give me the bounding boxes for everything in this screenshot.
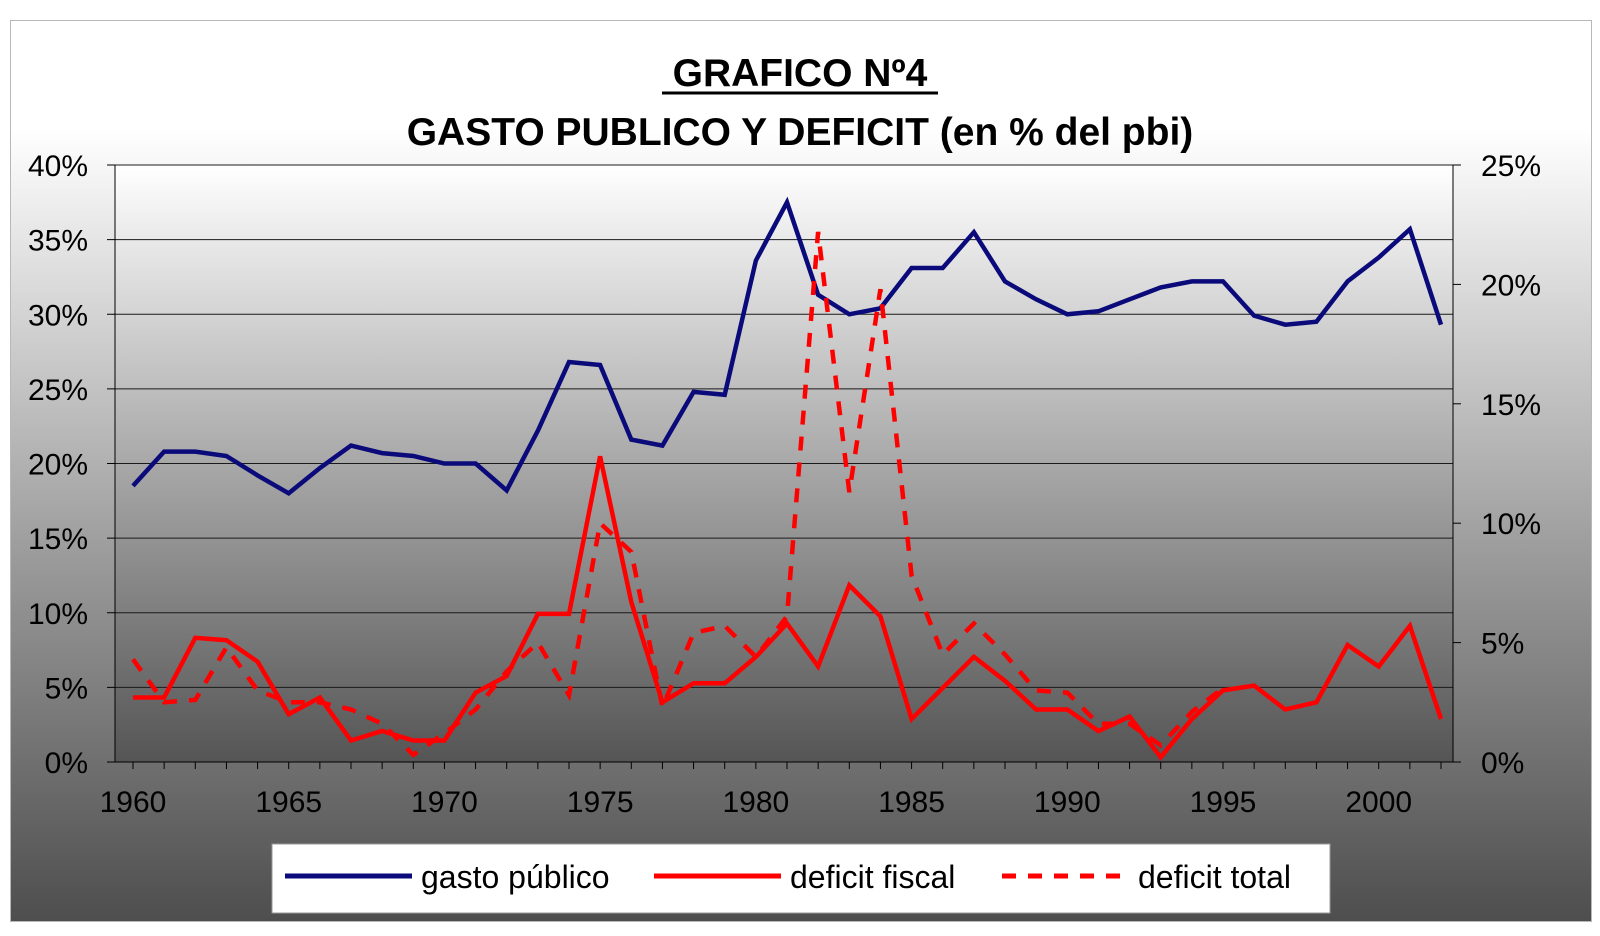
y-left-tick-label: 30% [28, 299, 88, 332]
legend: gasto público deficit fiscal deficit tot… [271, 843, 1331, 914]
y-right-tick-label: 10% [1481, 508, 1541, 541]
x-tick-label: 1985 [878, 786, 945, 819]
series-line-deficit-total [131, 231, 1225, 758]
series-line-gasto-publico [131, 196, 1444, 497]
y-right-tick-label: 15% [1481, 389, 1541, 422]
series-line-deficit-fiscal [133, 455, 1444, 761]
y-left-tick-label: 35% [28, 225, 88, 258]
y-left-tick-label: 5% [45, 672, 88, 705]
x-tick-label: 2000 [1345, 786, 1412, 819]
y-right-tick-label: 25% [1481, 150, 1541, 183]
x-tick-labels: 1960 1965 1970 1975 1980 1985 1990 1995 2000 [100, 786, 1412, 819]
y-left-tick-label: 15% [28, 523, 88, 556]
chart-subtitle: GASTO PUBLICO Y DEFICIT (en % del pbi) [407, 111, 1194, 154]
chart-title: GRAFICO Nº4 [673, 52, 928, 95]
legend-label-deficit-fiscal: deficit fiscal [790, 859, 955, 895]
y-left-tick-label: 40% [28, 150, 88, 183]
x-tick-label: 1965 [255, 786, 322, 819]
x-tick-label: 1990 [1034, 786, 1101, 819]
y-left-tick-label: 20% [28, 449, 88, 482]
y-left-tick-labels: 0% 5% 10% 15% 20% 25% 30% 35% 40% [28, 150, 88, 780]
y-right-tick-labels: 0% 5% 10% 15% 20% 25% [1481, 150, 1541, 780]
gridlines [115, 164, 1453, 688]
x-tick-label: 1995 [1190, 786, 1257, 819]
x-tick-label: 1980 [722, 786, 789, 819]
legend-label-gasto-publico: gasto público [421, 859, 610, 895]
y-left-tick-label: 25% [28, 374, 88, 407]
y-left-tick-label: 10% [28, 598, 88, 631]
x-tick-label: 1960 [100, 786, 167, 819]
x-tick-label: 1970 [411, 786, 478, 819]
x-tick-label: 1975 [567, 786, 634, 819]
legend-label-deficit-total: deficit total [1138, 859, 1291, 895]
series-lines [131, 196, 1444, 761]
legend-box [271, 843, 1331, 914]
axes [107, 164, 1461, 769]
y-right-tick-label: 5% [1481, 628, 1524, 661]
y-left-tick-label: 0% [45, 747, 88, 780]
y-right-tick-label: 20% [1481, 269, 1541, 302]
y-right-tick-label: 0% [1481, 747, 1524, 780]
